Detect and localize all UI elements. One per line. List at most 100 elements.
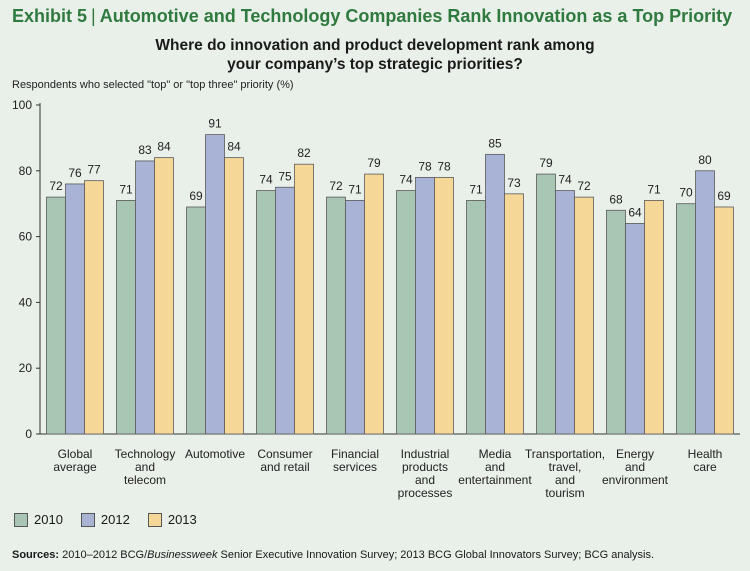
legend-label-2013: 2013	[167, 512, 197, 527]
y-tick-label: 20	[19, 361, 33, 375]
x-category-label: Health care	[688, 447, 723, 474]
data-label-2013: 77	[87, 163, 101, 177]
x-category-label-line: care	[693, 460, 717, 474]
data-label-2010: 79	[539, 156, 553, 170]
exhibit-label: Exhibit 5	[12, 6, 88, 26]
x-category-label-line: and	[485, 460, 505, 474]
data-label-2013: 72	[577, 179, 591, 193]
x-category-label-line: processes	[398, 486, 453, 500]
data-label-2013: 69	[717, 189, 731, 203]
legend-item-2012: 2012	[80, 512, 130, 527]
data-label-2012: 64	[628, 205, 642, 219]
bar-2012	[555, 190, 575, 435]
x-category-label: Technology and telecom	[115, 447, 176, 487]
data-label-2013: 79	[367, 156, 381, 170]
x-category-label-line: and	[555, 473, 575, 487]
source-text-a: 2010–2012 BCG/	[62, 549, 148, 561]
x-category-label-line: Consumer	[257, 447, 312, 461]
data-label-2013: 84	[227, 140, 241, 154]
bar-2012	[135, 160, 155, 435]
bar-2012	[625, 223, 645, 435]
x-category-label-line: Technology	[115, 447, 176, 461]
bar-2010	[326, 196, 346, 435]
data-label-2010: 71	[469, 182, 483, 196]
bar-2012	[205, 134, 225, 435]
data-label-2010: 74	[259, 173, 273, 187]
exhibit-title: Exhibit 5 | Automotive and Technology Comp…	[12, 6, 732, 27]
x-category-label-line: and retail	[260, 460, 309, 474]
chart-question-line-1: Where do innovation and product developm…	[155, 37, 595, 54]
x-category-label: Financial services	[331, 447, 379, 474]
bar-2013	[644, 200, 664, 435]
legend-swatch-2013	[147, 512, 162, 527]
data-label-2012: 85	[488, 136, 502, 150]
bar-2010	[606, 209, 626, 435]
x-category-label-line: travel,	[549, 460, 582, 474]
bar-2010	[46, 196, 66, 435]
x-category-label-line: and	[135, 460, 155, 474]
y-tick-label: 100	[12, 98, 32, 112]
legend-label-2010: 2010	[34, 512, 63, 527]
data-label-2012: 74	[558, 173, 572, 187]
x-category-label: Media and entertainment	[458, 447, 532, 487]
x-category-label-line: Global	[58, 447, 93, 461]
bar-2013	[84, 180, 104, 435]
y-tick-label: 60	[19, 230, 33, 244]
y-tick-label: 40	[19, 295, 33, 309]
chart-main-title: Automotive and Technology Companies Rank…	[99, 6, 733, 26]
bar-2013	[434, 176, 454, 435]
x-category-label: Transportation, travel, and tourism	[525, 447, 605, 500]
source-text-b: Senior Executive Innovation Survey; 2013…	[217, 549, 655, 561]
x-category-label-line: Industrial	[401, 447, 450, 461]
data-label-2013: 73	[507, 176, 521, 190]
x-category-label-line: entertainment	[458, 473, 532, 487]
bar-2010	[116, 200, 136, 435]
x-category-label-line: average	[53, 460, 97, 474]
x-category-label-line: products	[402, 460, 448, 474]
x-category-label: Energy and environment	[602, 447, 669, 487]
x-category-label-line: and	[415, 473, 435, 487]
data-label-2010: 71	[119, 182, 133, 196]
x-category-label-line: Financial	[331, 447, 379, 461]
bar-2012	[695, 170, 715, 435]
bar-2013	[574, 196, 594, 435]
bar-2013	[154, 157, 174, 435]
data-label-2013: 82	[297, 146, 311, 160]
bar-2010	[676, 203, 696, 435]
title-separator: |	[91, 6, 96, 26]
data-label-2013: 78	[437, 159, 451, 173]
source-label: Sources:	[12, 549, 60, 561]
x-category-label: Consumer and retail	[257, 447, 312, 474]
bar-2012	[65, 183, 85, 435]
chart-question: Where do innovation and product developm…	[0, 36, 750, 74]
bar-2012	[275, 186, 295, 435]
bar-2013	[364, 173, 384, 435]
data-label-2012: 83	[138, 143, 152, 157]
x-category-label-line: Media	[479, 447, 512, 461]
bar-2010	[536, 173, 556, 435]
legend: 2010 2012 2013	[14, 512, 215, 527]
bar-2013	[714, 206, 734, 435]
x-category-label-line: Health	[688, 447, 723, 461]
x-category-label-line: and	[625, 460, 645, 474]
y-tick-label: 0	[25, 427, 32, 441]
data-label-2012: 76	[68, 166, 82, 180]
x-category-label-line: Energy	[616, 447, 654, 461]
y-axis-label: Respondents who selected "top" or "top t…	[12, 79, 294, 91]
bar-2013	[224, 157, 244, 435]
bar-2010	[256, 190, 276, 435]
data-label-2012: 75	[278, 169, 292, 183]
legend-item-2013: 2013	[147, 512, 197, 527]
x-category-label: Automotive	[185, 447, 245, 461]
bar-2013	[504, 193, 524, 435]
y-tick-label: 80	[19, 164, 33, 178]
x-category-label: Industrial products and processes	[398, 447, 453, 500]
bar-2010	[186, 206, 206, 435]
source-note: Sources: 2010–2012 BCG/Businessweek Seni…	[12, 549, 654, 561]
data-label-2010: 68	[609, 192, 623, 206]
data-label-2012: 78	[418, 159, 432, 173]
data-label-2010: 70	[679, 186, 693, 200]
source-italic: Businessweek	[147, 549, 218, 561]
bar-2010	[396, 190, 416, 435]
